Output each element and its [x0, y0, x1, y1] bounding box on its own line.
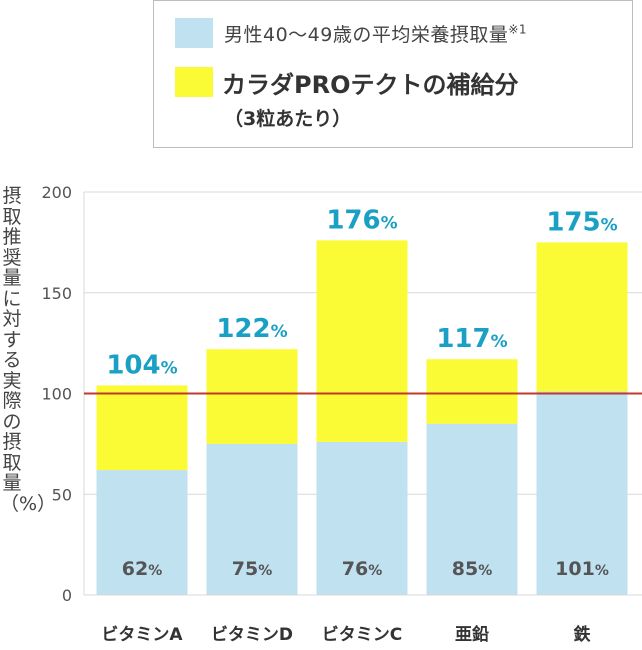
total-value-label: 175%: [546, 207, 617, 237]
y-tick-label: 100: [41, 385, 72, 404]
bar-supplement: [426, 359, 518, 424]
bar-intake: [206, 443, 298, 595]
total-value-label: 117%: [436, 324, 507, 354]
bar-supplement: [96, 385, 188, 471]
legend-footnote-mark: ※1: [508, 22, 528, 37]
bar-supplement: [536, 242, 628, 392]
total-value-label: 176%: [326, 205, 397, 235]
legend: 男性40〜49歳の平均栄養摂取量※1 カラダPROテクトの補給分 （3粒あたり）: [153, 0, 633, 148]
intake-value-label: 76%: [342, 558, 382, 580]
legend-sublabel-supplement: （3粒あたり）: [224, 108, 352, 130]
legend-swatch-supplement: [175, 67, 213, 97]
y-tick-label: 0: [62, 586, 72, 605]
bar-intake: [316, 441, 408, 595]
legend-swatch-intake: [175, 18, 213, 48]
y-tick-label: 50: [52, 485, 72, 504]
y-tick-label: 150: [41, 284, 72, 303]
bar-intake: [536, 391, 628, 595]
total-value-label: 122%: [216, 314, 287, 344]
x-category-label: 鉄: [574, 624, 591, 645]
intake-value-label: 75%: [232, 558, 272, 580]
bar-intake: [96, 470, 188, 595]
x-category-label: 亜鉛: [455, 624, 489, 645]
intake-value-label: 85%: [452, 558, 492, 580]
total-value-label: 104%: [106, 350, 177, 380]
legend-label-supplement: カラダPROテクトの補給分: [222, 71, 519, 99]
intake-value-label: 62%: [122, 558, 162, 580]
x-category-label: ビタミンC: [322, 625, 402, 645]
intake-value-label: 101%: [555, 558, 609, 580]
x-category-label: ビタミンA: [101, 625, 183, 645]
bar-supplement: [316, 240, 408, 442]
x-category-label: ビタミンD: [211, 625, 293, 645]
legend-label-intake: 男性40〜49歳の平均栄養摂取量※1: [224, 22, 528, 46]
bar-supplement: [206, 349, 298, 444]
y-tick-label: 200: [41, 183, 72, 202]
bar-intake: [426, 423, 518, 595]
